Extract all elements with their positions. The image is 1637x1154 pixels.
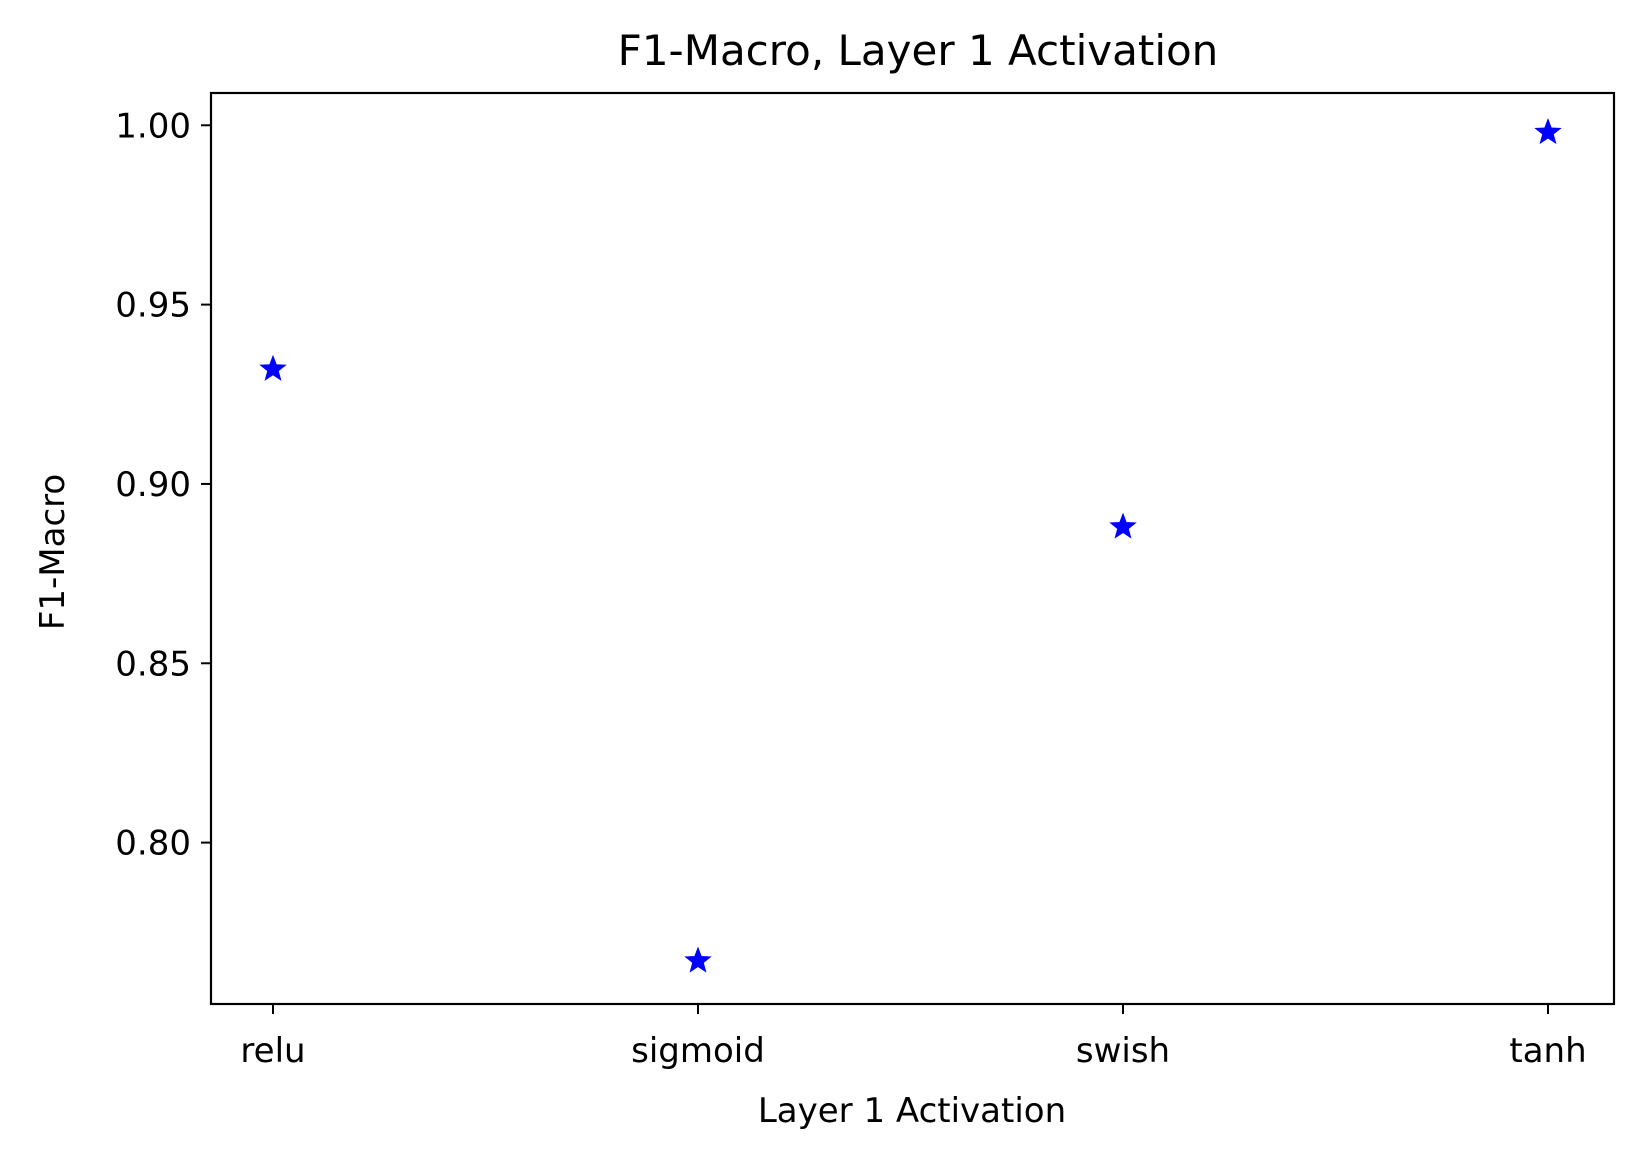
y-tick-label: 0.95 — [115, 286, 191, 326]
x-axis-label: Layer 1 Activation — [758, 1091, 1066, 1131]
x-axis: relu sigmoid swish tanh — [240, 1004, 1587, 1071]
data-series — [259, 118, 1562, 973]
y-axis: 0.80 0.85 0.90 0.95 1.00 — [115, 106, 211, 864]
x-tick-label: sigmoid — [631, 1031, 765, 1071]
x-tick-label: tanh — [1509, 1031, 1586, 1071]
y-tick-label: 0.85 — [115, 644, 191, 684]
data-point — [259, 354, 287, 381]
y-tick-label: 0.90 — [115, 465, 191, 505]
data-point — [1534, 118, 1562, 145]
y-tick-label: 1.00 — [115, 106, 191, 146]
plot-area — [209, 91, 1616, 1006]
data-point — [1109, 512, 1137, 539]
y-tick-label: 0.80 — [115, 824, 191, 864]
y-axis-label: F1-Macro — [33, 474, 73, 630]
x-tick-label: swish — [1076, 1031, 1170, 1071]
data-point — [684, 946, 712, 973]
x-tick-label: relu — [240, 1031, 305, 1071]
chart-title: F1-Macro, Layer 1 Activation — [618, 26, 1219, 75]
